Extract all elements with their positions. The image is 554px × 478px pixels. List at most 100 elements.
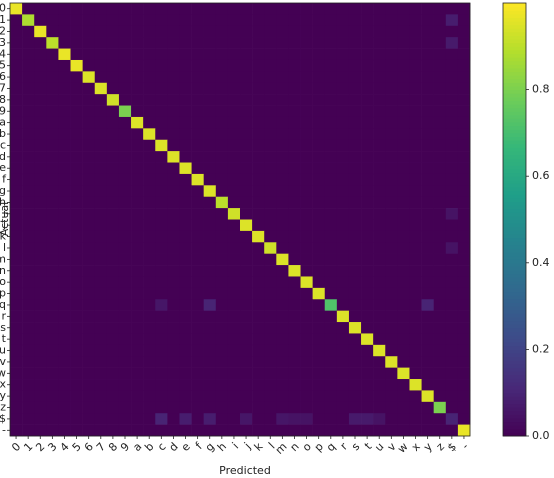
heatmap-cell (457, 94, 471, 106)
y-tick-label: - (2, 423, 6, 436)
heatmap-cell (361, 379, 374, 391)
heatmap-cell (457, 162, 471, 175)
heatmap-cell (58, 379, 71, 391)
heatmap-cell (179, 196, 192, 209)
heatmap-cell (94, 59, 108, 72)
y-tick-label: 0 (0, 2, 6, 15)
heatmap-cell (240, 379, 253, 391)
colorbar-segment (503, 150, 526, 156)
heatmap-cell (300, 25, 313, 38)
heatmap-cell (167, 14, 180, 27)
heatmap-cell (70, 59, 83, 72)
heatmap-cell (276, 82, 289, 95)
heatmap-cell (361, 401, 374, 414)
heatmap-cell (397, 82, 410, 95)
heatmap-cell (34, 344, 47, 357)
heatmap-cell (227, 219, 241, 232)
x-tick-label: d (167, 440, 181, 454)
colorbar-segment (503, 255, 526, 260)
heatmap-cell (240, 253, 253, 266)
heatmap-cell (167, 253, 180, 266)
colorbar-segment (503, 349, 526, 354)
heatmap-cell (264, 424, 277, 437)
heatmap-cell (70, 253, 83, 266)
heatmap-cell (336, 48, 350, 61)
heatmap-cell (324, 116, 338, 129)
heatmap-cell (264, 356, 277, 368)
heatmap-cell (215, 151, 229, 163)
heatmap-cell (10, 37, 23, 49)
heatmap-cell (34, 71, 47, 84)
heatmap-cell (143, 242, 156, 254)
colorbar-segment (503, 67, 526, 73)
heatmap-cell (240, 219, 253, 232)
heatmap-cell (348, 299, 362, 311)
heatmap-cell (203, 3, 217, 15)
heatmap-cell (46, 14, 59, 27)
heatmap-cell (179, 71, 192, 84)
x-tick-label: c (155, 440, 168, 453)
heatmap-cell (215, 219, 229, 232)
heatmap-cell (58, 219, 71, 232)
colorbar-segment (503, 42, 526, 47)
heatmap-cell (70, 219, 83, 232)
heatmap-cell (215, 37, 229, 49)
heatmap-cell (348, 424, 362, 437)
heatmap-cell (361, 253, 374, 266)
heatmap-cell (94, 48, 108, 61)
heatmap-cell (361, 14, 374, 27)
heatmap-cell (46, 94, 59, 106)
colorbar-segment (503, 17, 526, 22)
heatmap-cell (34, 25, 47, 38)
heatmap-cell (179, 287, 192, 300)
heatmap-cell (215, 25, 229, 38)
heatmap-cell (179, 390, 192, 403)
heatmap-cell (421, 162, 434, 175)
heatmap-cell (397, 424, 410, 437)
heatmap-cell (131, 401, 144, 414)
heatmap-cell (336, 82, 350, 95)
heatmap-cell (397, 367, 410, 380)
heatmap-cell (336, 379, 350, 391)
colorbar-segment (503, 414, 526, 419)
heatmap-cell (373, 139, 386, 152)
heatmap-cell (361, 151, 374, 163)
y-tick-label: 1 (0, 13, 6, 26)
heatmap-cell (179, 367, 192, 380)
heatmap-cell (22, 379, 35, 391)
heatmap-cell (252, 208, 265, 220)
heatmap-cell (385, 128, 398, 141)
colorbar-segment (503, 190, 526, 195)
heatmap-cell (70, 230, 83, 243)
heatmap-cell (373, 37, 386, 49)
heatmap-cell (46, 356, 59, 368)
heatmap-cell (131, 162, 144, 175)
heatmap-cell (215, 253, 229, 266)
heatmap-cell (252, 3, 265, 15)
heatmap-cell (179, 25, 192, 38)
heatmap-cell (409, 230, 422, 243)
heatmap-cell (252, 71, 265, 84)
heatmap-cell (227, 322, 241, 334)
heatmap-cell (131, 37, 144, 49)
heatmap-cell (276, 105, 289, 118)
heatmap-cell (58, 173, 71, 186)
heatmap-cell (409, 356, 422, 368)
x-tick-label: n (288, 440, 302, 454)
heatmap-cell (361, 424, 374, 437)
heatmap-cell (82, 139, 96, 152)
heatmap-cell (276, 25, 289, 38)
heatmap-cell (361, 310, 374, 323)
colorbar-segment (503, 371, 526, 376)
colorbar-segment (503, 417, 526, 423)
heatmap-cell (227, 208, 241, 220)
heatmap-cell (167, 162, 180, 175)
heatmap-cell (252, 59, 265, 72)
colorbar-segment (503, 273, 526, 278)
heatmap-cell (421, 48, 434, 61)
heatmap-cell (143, 151, 156, 163)
heatmap-cell (167, 367, 180, 380)
colorbar-segment (503, 363, 526, 368)
heatmap-cell (82, 287, 96, 300)
